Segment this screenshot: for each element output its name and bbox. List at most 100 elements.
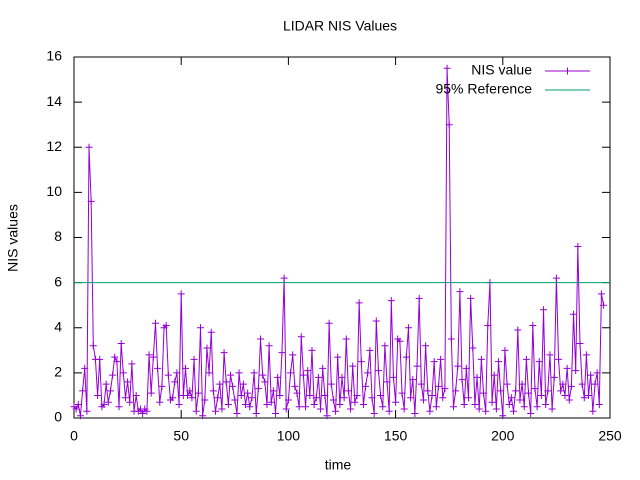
point-marker [94,391,102,399]
point-marker [439,394,447,402]
point-marker [106,387,114,395]
point-marker [434,382,442,390]
point-marker [582,351,590,359]
point-marker [355,299,363,307]
point-marker [585,391,593,399]
point-marker [254,385,262,393]
point-marker [422,342,430,350]
point-marker [544,387,552,395]
point-marker [293,389,301,397]
point-marker [291,382,299,390]
point-marker [74,400,82,408]
point-marker [458,376,466,384]
point-marker [520,403,528,411]
point-marker [242,400,250,408]
point-marker [181,364,189,372]
point-marker [338,373,346,381]
point-marker [430,358,438,366]
x-tick-label: 0 [70,428,78,444]
point-marker [224,400,232,408]
point-marker [214,394,222,402]
point-marker [89,342,97,350]
point-marker [190,355,198,363]
point-marker [572,367,580,375]
point-marker [154,364,162,372]
point-marker [344,387,352,395]
point-marker [252,409,260,417]
point-marker [495,358,503,366]
point-marker [542,400,550,408]
point-marker [319,364,327,372]
point-marker [278,349,286,357]
point-marker [72,405,80,413]
point-marker [222,378,230,386]
point-marker [79,387,87,395]
point-marker [186,387,194,395]
legend-label: 95% Reference [435,81,532,97]
point-marker [83,407,91,415]
point-marker [441,385,449,393]
point-marker [413,362,421,370]
point-marker [304,367,312,375]
point-marker [164,371,172,379]
point-marker [580,394,588,402]
y-tick-label: 14 [46,93,62,109]
point-marker [419,396,427,404]
point-marker [128,360,136,368]
point-marker [342,335,350,343]
point-marker [374,367,382,375]
point-marker [248,394,256,402]
point-marker [357,358,365,366]
point-marker [297,333,305,341]
point-marker [377,391,385,399]
point-marker [362,382,370,390]
point-marker [351,398,359,406]
point-marker [432,403,440,411]
point-marker [411,409,419,417]
point-marker [482,407,490,415]
point-marker [445,121,453,129]
y-tick-label: 4 [54,318,62,334]
y-tick-label: 8 [54,228,62,244]
point-marker [550,373,558,381]
point-marker [368,394,376,402]
point-marker [475,405,483,413]
point-marker [587,371,595,379]
point-marker [76,412,84,420]
point-marker [104,398,112,406]
point-marker [372,317,380,325]
point-marker [512,387,520,395]
point-marker [510,407,518,415]
point-marker [227,371,235,379]
point-marker [447,335,455,343]
point-marker [284,396,292,404]
point-marker [151,319,159,327]
point-marker [171,378,179,386]
point-marker [306,391,314,399]
legend-label: NIS value [471,62,532,78]
point-marker [205,369,213,377]
x-tick-label: 50 [173,428,189,444]
point-marker [428,391,436,399]
point-marker [274,373,282,381]
point-marker [548,405,556,413]
point-marker [462,364,470,372]
point-marker [437,355,445,363]
point-marker [531,385,539,393]
point-marker [561,391,569,399]
point-marker [349,362,357,370]
point-marker [576,340,584,348]
point-marker [124,378,132,386]
x-tick-label: 150 [384,428,408,444]
point-marker [535,358,543,366]
point-marker [387,297,395,305]
point-marker [169,394,177,402]
point-marker [203,344,211,352]
point-marker [295,403,303,411]
point-marker [201,396,209,404]
point-marker [503,380,511,388]
point-marker [302,403,310,411]
y-tick-label: 2 [54,364,62,380]
point-marker [188,394,196,402]
point-marker [126,398,134,406]
